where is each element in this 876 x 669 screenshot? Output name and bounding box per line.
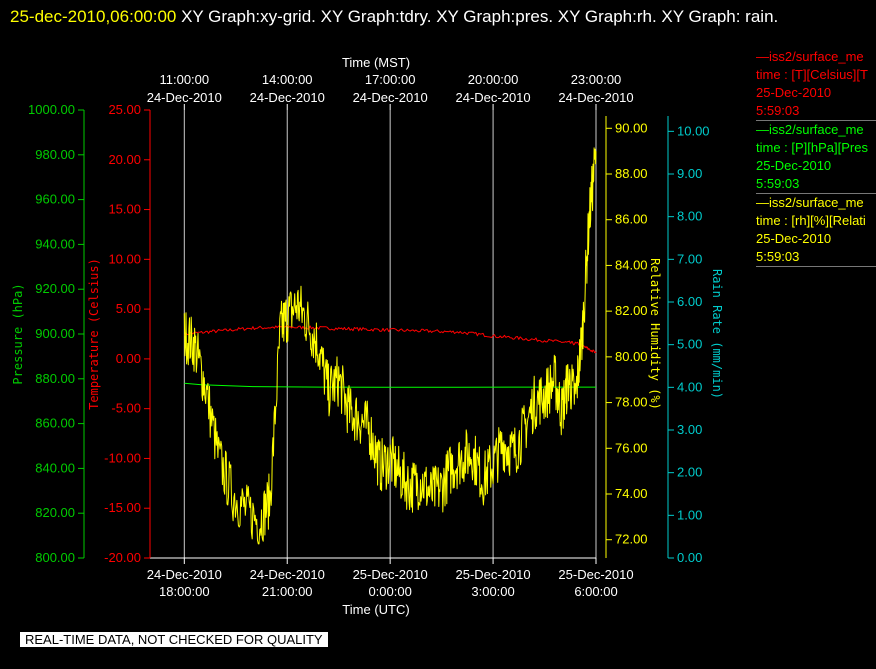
legend-text: —iss2/surface_me: [756, 49, 864, 64]
humidity-tick-label: 80.00: [615, 349, 648, 364]
humidity-tick-label: 82.00: [615, 303, 648, 318]
x-tick-label-top: 24-Dec-2010: [455, 90, 530, 105]
temperature-tick-label: -15.00: [104, 500, 141, 515]
legend-text: 25-Dec-2010: [756, 158, 832, 173]
series-line-pressure: [184, 382, 596, 388]
temperature-tick-label: 20.00: [108, 152, 141, 167]
rain-axis-label: Rain Rate (mm/min): [710, 269, 724, 399]
series-line-temperature: [183, 325, 597, 354]
x-tick-label-top: 24-Dec-2010: [147, 90, 222, 105]
humidity-tick-label: 88.00: [615, 166, 648, 181]
humidity-tick-label: 78.00: [615, 395, 648, 410]
x-tick-label-top: 24-Dec-2010: [250, 90, 325, 105]
legend-text: —iss2/surface_me: [756, 122, 864, 137]
x-axis-label-top: Time (MST): [342, 55, 410, 70]
rain-tick-label: 2.00: [677, 465, 702, 480]
chart-header: 25-dec-2010,06:00:00 XY Graph:xy-grid. X…: [10, 3, 866, 30]
rain-tick-label: 0.00: [677, 550, 702, 565]
series-line-relative-humidity: [183, 147, 597, 545]
pressure-tick-label: 800.00: [35, 550, 75, 565]
x-tick-label-top: 24-Dec-2010: [353, 90, 428, 105]
temperature-tick-label: 0.00: [116, 351, 141, 366]
x-tick-label: 21:00:00: [262, 584, 313, 599]
pressure-tick-label: 860.00: [35, 416, 75, 431]
humidity-tick-label: 84.00: [615, 257, 648, 272]
x-tick-label: 24-Dec-2010: [147, 567, 222, 582]
rain-tick-label: 1.00: [677, 507, 702, 522]
legend-text: 25-Dec-2010: [756, 231, 832, 246]
legend-text: time : [T][Celsius][T: [756, 67, 868, 82]
rain-tick-label: 8.00: [677, 209, 702, 224]
pressure-tick-label: 1000.00: [28, 102, 75, 117]
humidity-tick-label: 72.00: [615, 532, 648, 547]
x-axis-label-bottom: Time (UTC): [342, 602, 409, 617]
x-tick-label: 25-Dec-2010: [455, 567, 530, 582]
temperature-tick-label: 15.00: [108, 202, 141, 217]
legend: —iss2/surface_me time : [T][Celsius][T 25-…: [756, 48, 876, 267]
rain-tick-label: 9.00: [677, 166, 702, 181]
legend-text: 5:59:03: [756, 176, 800, 191]
pressure-tick-label: 980.00: [35, 147, 75, 162]
x-tick-label-top: 14:00:00: [262, 72, 313, 87]
pressure-tick-label: 820.00: [35, 505, 75, 520]
humidity-tick-label: 76.00: [615, 440, 648, 455]
temperature-tick-label: -10.00: [104, 450, 141, 465]
rain-tick-label: 6.00: [677, 294, 702, 309]
x-tick-label: 25-Dec-2010: [558, 567, 633, 582]
x-tick-label: 18:00:00: [159, 584, 210, 599]
humidity-axis-label: Relative Humidity (%): [648, 258, 662, 410]
pressure-tick-label: 880.00: [35, 371, 75, 386]
temperature-tick-label: -5.00: [111, 401, 141, 416]
legend-text: 25-Dec-2010: [756, 85, 832, 100]
temperature-tick-label: 25.00: [108, 102, 141, 117]
temperature-tick-label: 5.00: [116, 301, 141, 316]
x-tick-label-top: 24-Dec-2010: [558, 90, 633, 105]
grid: [183, 110, 597, 558]
header-titles: XY Graph:xy-grid. XY Graph:tdry. XY Grap…: [176, 7, 779, 26]
x-tick-label: 24-Dec-2010: [250, 567, 325, 582]
x-tick-label-top: 20:00:00: [468, 72, 519, 87]
x-tick-label: 25-Dec-2010: [353, 567, 428, 582]
x-tick-label-top: 17:00:00: [365, 72, 416, 87]
axes: 24-Dec-2010 18:00:00 24-Dec-2010 21:00:00 25…: [11, 55, 724, 617]
rain-tick-label: 7.00: [677, 251, 702, 266]
series-group: [183, 147, 597, 545]
rain-tick-label: 10.00: [677, 123, 710, 138]
temperature-tick-label: 10.00: [108, 251, 141, 266]
legend-text: time : [rh][%][Relati: [756, 213, 866, 228]
pressure-tick-label: 900.00: [35, 326, 75, 341]
x-tick-label-top: 23:00:00: [571, 72, 622, 87]
legend-text: time : [P][hPa][Pres: [756, 140, 868, 155]
pressure-tick-label: 940.00: [35, 236, 75, 251]
x-tick-label: 3:00:00: [471, 584, 514, 599]
pressure-axis-label: Pressure (hPa): [11, 283, 25, 384]
humidity-tick-label: 90.00: [615, 120, 648, 135]
legend-text: —iss2/surface_me: [756, 195, 864, 210]
humidity-tick-label: 86.00: [615, 212, 648, 227]
rain-tick-label: 4.00: [677, 379, 702, 394]
pressure-tick-label: 840.00: [35, 460, 75, 475]
rain-tick-label: 3.00: [677, 422, 702, 437]
header-date: 25-dec-2010,06:00:00: [10, 7, 177, 26]
x-tick-label: 6:00:00: [574, 584, 617, 599]
quality-notice: REAL-TIME DATA, NOT CHECKED FOR QUALITY: [20, 632, 328, 647]
humidity-tick-label: 74.00: [615, 486, 648, 501]
legend-text: 5:59:03: [756, 103, 800, 118]
legend-text: 5:59:03: [756, 249, 800, 264]
pressure-tick-label: 960.00: [35, 192, 75, 207]
x-tick-label: 0:00:00: [368, 584, 411, 599]
pressure-tick-label: 920.00: [35, 281, 75, 296]
temperature-tick-label: -20.00: [104, 550, 141, 565]
temperature-axis-label: Temperature (Celsius): [87, 258, 101, 410]
x-tick-label-top: 11:00:00: [159, 72, 209, 87]
rain-tick-label: 5.00: [677, 337, 702, 352]
